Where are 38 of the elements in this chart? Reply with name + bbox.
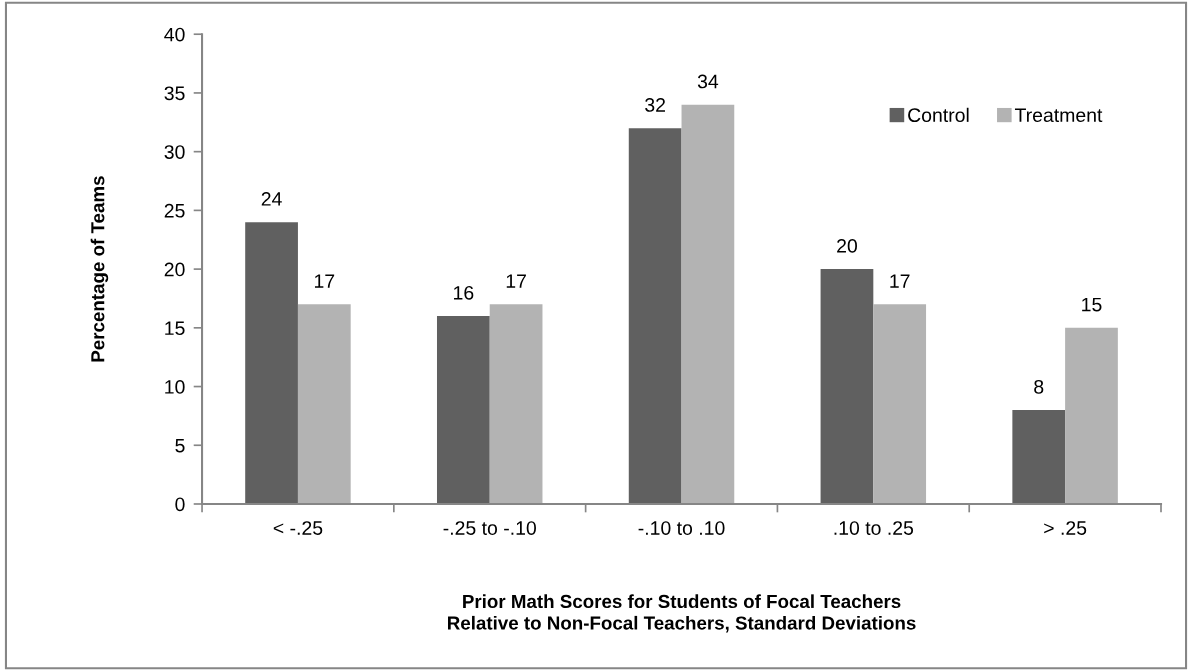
- x-tick-label: -.10 to .10: [638, 521, 725, 535]
- data-label: 32: [645, 98, 665, 112]
- legend-label: Treatment: [1014, 108, 1103, 123]
- data-label: 17: [506, 274, 526, 288]
- bar: [681, 104, 735, 504]
- data-label: 16: [454, 285, 474, 300]
- bar: [628, 128, 682, 504]
- y-tick-label: 30: [164, 145, 185, 159]
- data-label: 24: [261, 192, 282, 206]
- y-tick-label: 20: [164, 262, 185, 277]
- y-tick-label: 10: [165, 380, 185, 394]
- bar: [1012, 410, 1066, 504]
- data-label: 15: [1082, 297, 1102, 312]
- y-tick-label: 15: [165, 321, 185, 336]
- x-tick-label: < -.25: [273, 521, 323, 535]
- bar: [820, 269, 874, 504]
- bar: [1065, 327, 1118, 504]
- y-tick-label: 40: [164, 27, 185, 42]
- bar: [489, 304, 543, 504]
- x-tick-label: > .25: [1044, 521, 1087, 535]
- data-label: 17: [314, 274, 335, 288]
- bar: [297, 304, 351, 504]
- y-tick-label: 0: [175, 497, 185, 512]
- data-label: 20: [837, 238, 857, 253]
- y-axis-title: Percentage of Teams: [90, 176, 109, 362]
- x-tick-label: .10 to .25: [834, 521, 914, 535]
- legend-label: Control: [908, 107, 969, 123]
- y-tick-label: 35: [164, 86, 185, 101]
- data-label: 8: [1034, 379, 1044, 394]
- y-tick-label: 25: [164, 203, 185, 218]
- x-axis-title: Prior Math Scores for Students of Focal Teachers Relative to Non-Focal Teachers, Standard Deviations: [448, 594, 916, 633]
- y-tick-label: 5: [175, 438, 185, 453]
- data-label: 34: [697, 74, 719, 89]
- bar: [436, 316, 490, 504]
- x-tick-label: -.25 to -.10: [443, 521, 536, 535]
- data-label: 17: [890, 274, 910, 288]
- bar: [873, 304, 927, 504]
- bar: [245, 222, 298, 504]
